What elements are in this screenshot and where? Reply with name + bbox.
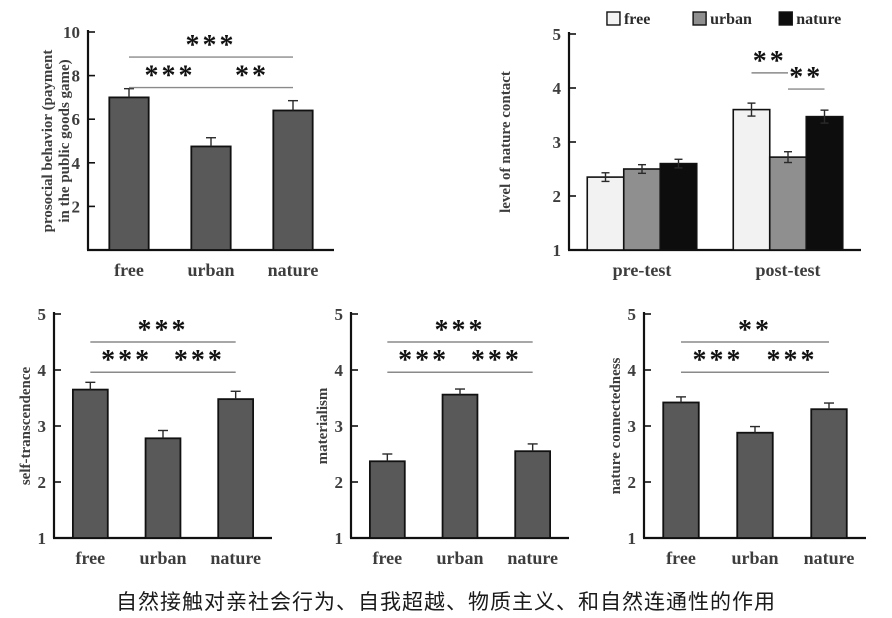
bar-free	[662, 401, 700, 539]
significance-stars: **	[738, 315, 772, 346]
bar-nature-pre-test	[659, 162, 698, 251]
bar-free	[368, 460, 406, 539]
y-tick-label: 3	[38, 417, 47, 436]
significance-stars: ***	[471, 345, 522, 376]
y-tick-label: 4	[72, 154, 81, 173]
bar-free-post-test	[732, 108, 771, 251]
y-tick-label: 4	[553, 79, 562, 98]
bar-nature-post-test	[805, 115, 844, 251]
chart-prosocial-behavior: prosocial behavior (payment in the public…	[40, 23, 334, 280]
legend-swatch-urban	[692, 11, 707, 26]
bar-nature	[810, 408, 848, 539]
x-category-label: post-test	[756, 260, 821, 280]
x-category-label: urban	[731, 548, 778, 568]
bar-urban	[736, 431, 774, 539]
y-tick-label: 5	[38, 305, 47, 324]
significance-stars: **	[789, 62, 823, 93]
significance-stars: ***	[174, 345, 225, 376]
bar-urban	[190, 145, 232, 251]
y-tick-label: 2	[72, 197, 81, 216]
bar-free-pre-test	[586, 176, 625, 251]
legend-label-nature: nature	[796, 11, 841, 28]
y-axis-label: in the public goods game)	[57, 59, 73, 222]
legend-label-urban: urban	[710, 11, 752, 28]
y-tick-label: 5	[335, 305, 344, 324]
legend-swatch-nature	[778, 11, 793, 26]
bar-nature	[272, 109, 314, 251]
x-category-label: free	[373, 548, 403, 568]
chart-level-of-nature-contact: level of nature contact 1 2 3 4 5 pre-test post…	[498, 11, 861, 280]
y-tick-label: 3	[335, 417, 344, 436]
y-axis-label: nature connectedness	[608, 357, 624, 494]
x-category-label: nature	[804, 548, 855, 568]
x-category-label: free	[114, 260, 144, 280]
significance-stars: ***	[138, 315, 189, 346]
legend-swatch-free	[606, 11, 621, 26]
y-axis-label: materialism	[315, 387, 331, 464]
y-tick-label: 4	[335, 361, 344, 380]
chart-nature-connectedness: nature connectedness 1 2 3 4 5 free urban nature…	[608, 305, 866, 568]
bar-urban	[144, 437, 182, 539]
significance-stars: ***	[398, 345, 449, 376]
y-tick-label: 1	[38, 529, 47, 548]
y-axis-label: prosocial behavior (payment	[40, 50, 56, 233]
significance-stars: ***	[767, 345, 818, 376]
legend-label-free: free	[624, 11, 650, 28]
y-tick-label: 1	[553, 241, 562, 260]
bar-free	[71, 388, 109, 539]
x-category-label: free	[666, 548, 696, 568]
chart-self-transcendence: self-transcendence 1 2 3 4 5 free urban nature **…	[18, 305, 272, 568]
y-axis-label: level of nature contact	[498, 71, 514, 213]
y-tick-label: 2	[553, 187, 562, 206]
y-tick-label: 6	[72, 110, 81, 129]
y-tick-label: 5	[553, 25, 562, 44]
y-tick-label: 8	[72, 67, 81, 86]
significance-stars: ***	[145, 61, 196, 92]
bar-nature	[217, 398, 255, 539]
y-tick-label: 2	[38, 473, 47, 492]
y-tick-label: 3	[628, 417, 637, 436]
y-tick-label: 2	[335, 473, 344, 492]
bar-urban	[441, 393, 479, 539]
x-category-label: urban	[187, 260, 234, 280]
y-axis-label: self-transcendence	[18, 367, 34, 486]
x-category-label: nature	[210, 548, 261, 568]
x-category-label: pre-test	[613, 260, 672, 280]
y-tick-label: 10	[63, 23, 80, 42]
bar-urban-pre-test	[622, 168, 662, 251]
significance-stars: **	[235, 61, 269, 92]
x-category-label: urban	[436, 548, 483, 568]
bar-free	[108, 96, 150, 251]
x-category-label: urban	[139, 548, 186, 568]
bar-urban-post-test	[768, 156, 808, 251]
significance-stars: ***	[435, 315, 486, 346]
y-tick-label: 4	[38, 361, 47, 380]
significance-stars: ***	[101, 345, 152, 376]
x-category-label: nature	[268, 260, 319, 280]
y-tick-label: 5	[628, 305, 637, 324]
bar-nature	[514, 450, 552, 539]
y-tick-label: 1	[628, 529, 637, 548]
y-tick-label: 3	[553, 133, 562, 152]
x-category-label: free	[76, 548, 106, 568]
x-category-label: nature	[507, 548, 558, 568]
significance-stars: ***	[693, 345, 744, 376]
figure-caption: 自然接触对亲社会行为、自我超越、物质主义、和自然连通性的作用	[116, 590, 776, 614]
significance-stars: ***	[186, 30, 237, 61]
y-tick-label: 4	[628, 361, 637, 380]
y-tick-label: 2	[628, 473, 637, 492]
y-tick-label: 1	[335, 529, 344, 548]
significance-stars: **	[753, 46, 787, 77]
